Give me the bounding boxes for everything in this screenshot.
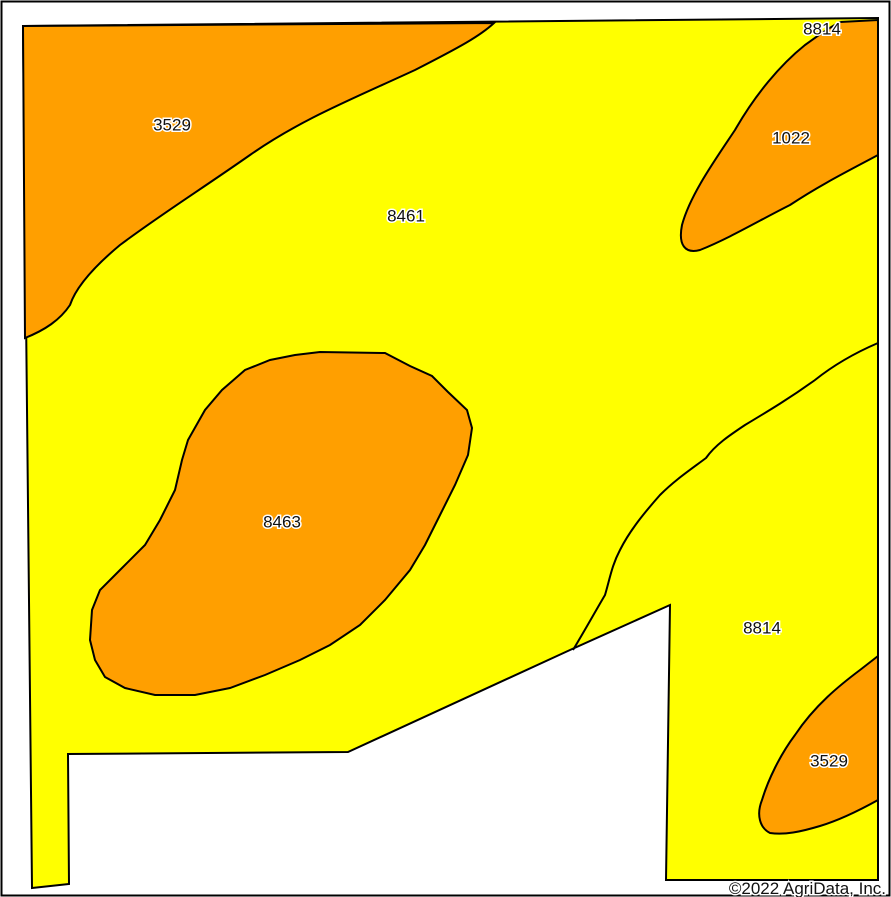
label-3529-top-left: 3529 [153,115,191,134]
label-8814-lower-right: 8814 [743,618,781,637]
label-1022: 1022 [772,128,810,147]
label-8461: 8461 [387,206,425,225]
soil-unit-center-left [88,350,474,696]
soil-unit-top-right [680,18,879,252]
soil-unit-bottom-right [758,653,879,835]
soil-unit-top-left [21,21,497,340]
label-8814-top-right: 8814 [803,19,841,38]
soil-boundary-line-8814 [572,342,879,651]
copyright-notice: ©2022 AgriData, Inc. [729,879,886,897]
label-3529-bottom-right: 3529 [810,751,848,770]
label-8463: 8463 [263,512,301,531]
